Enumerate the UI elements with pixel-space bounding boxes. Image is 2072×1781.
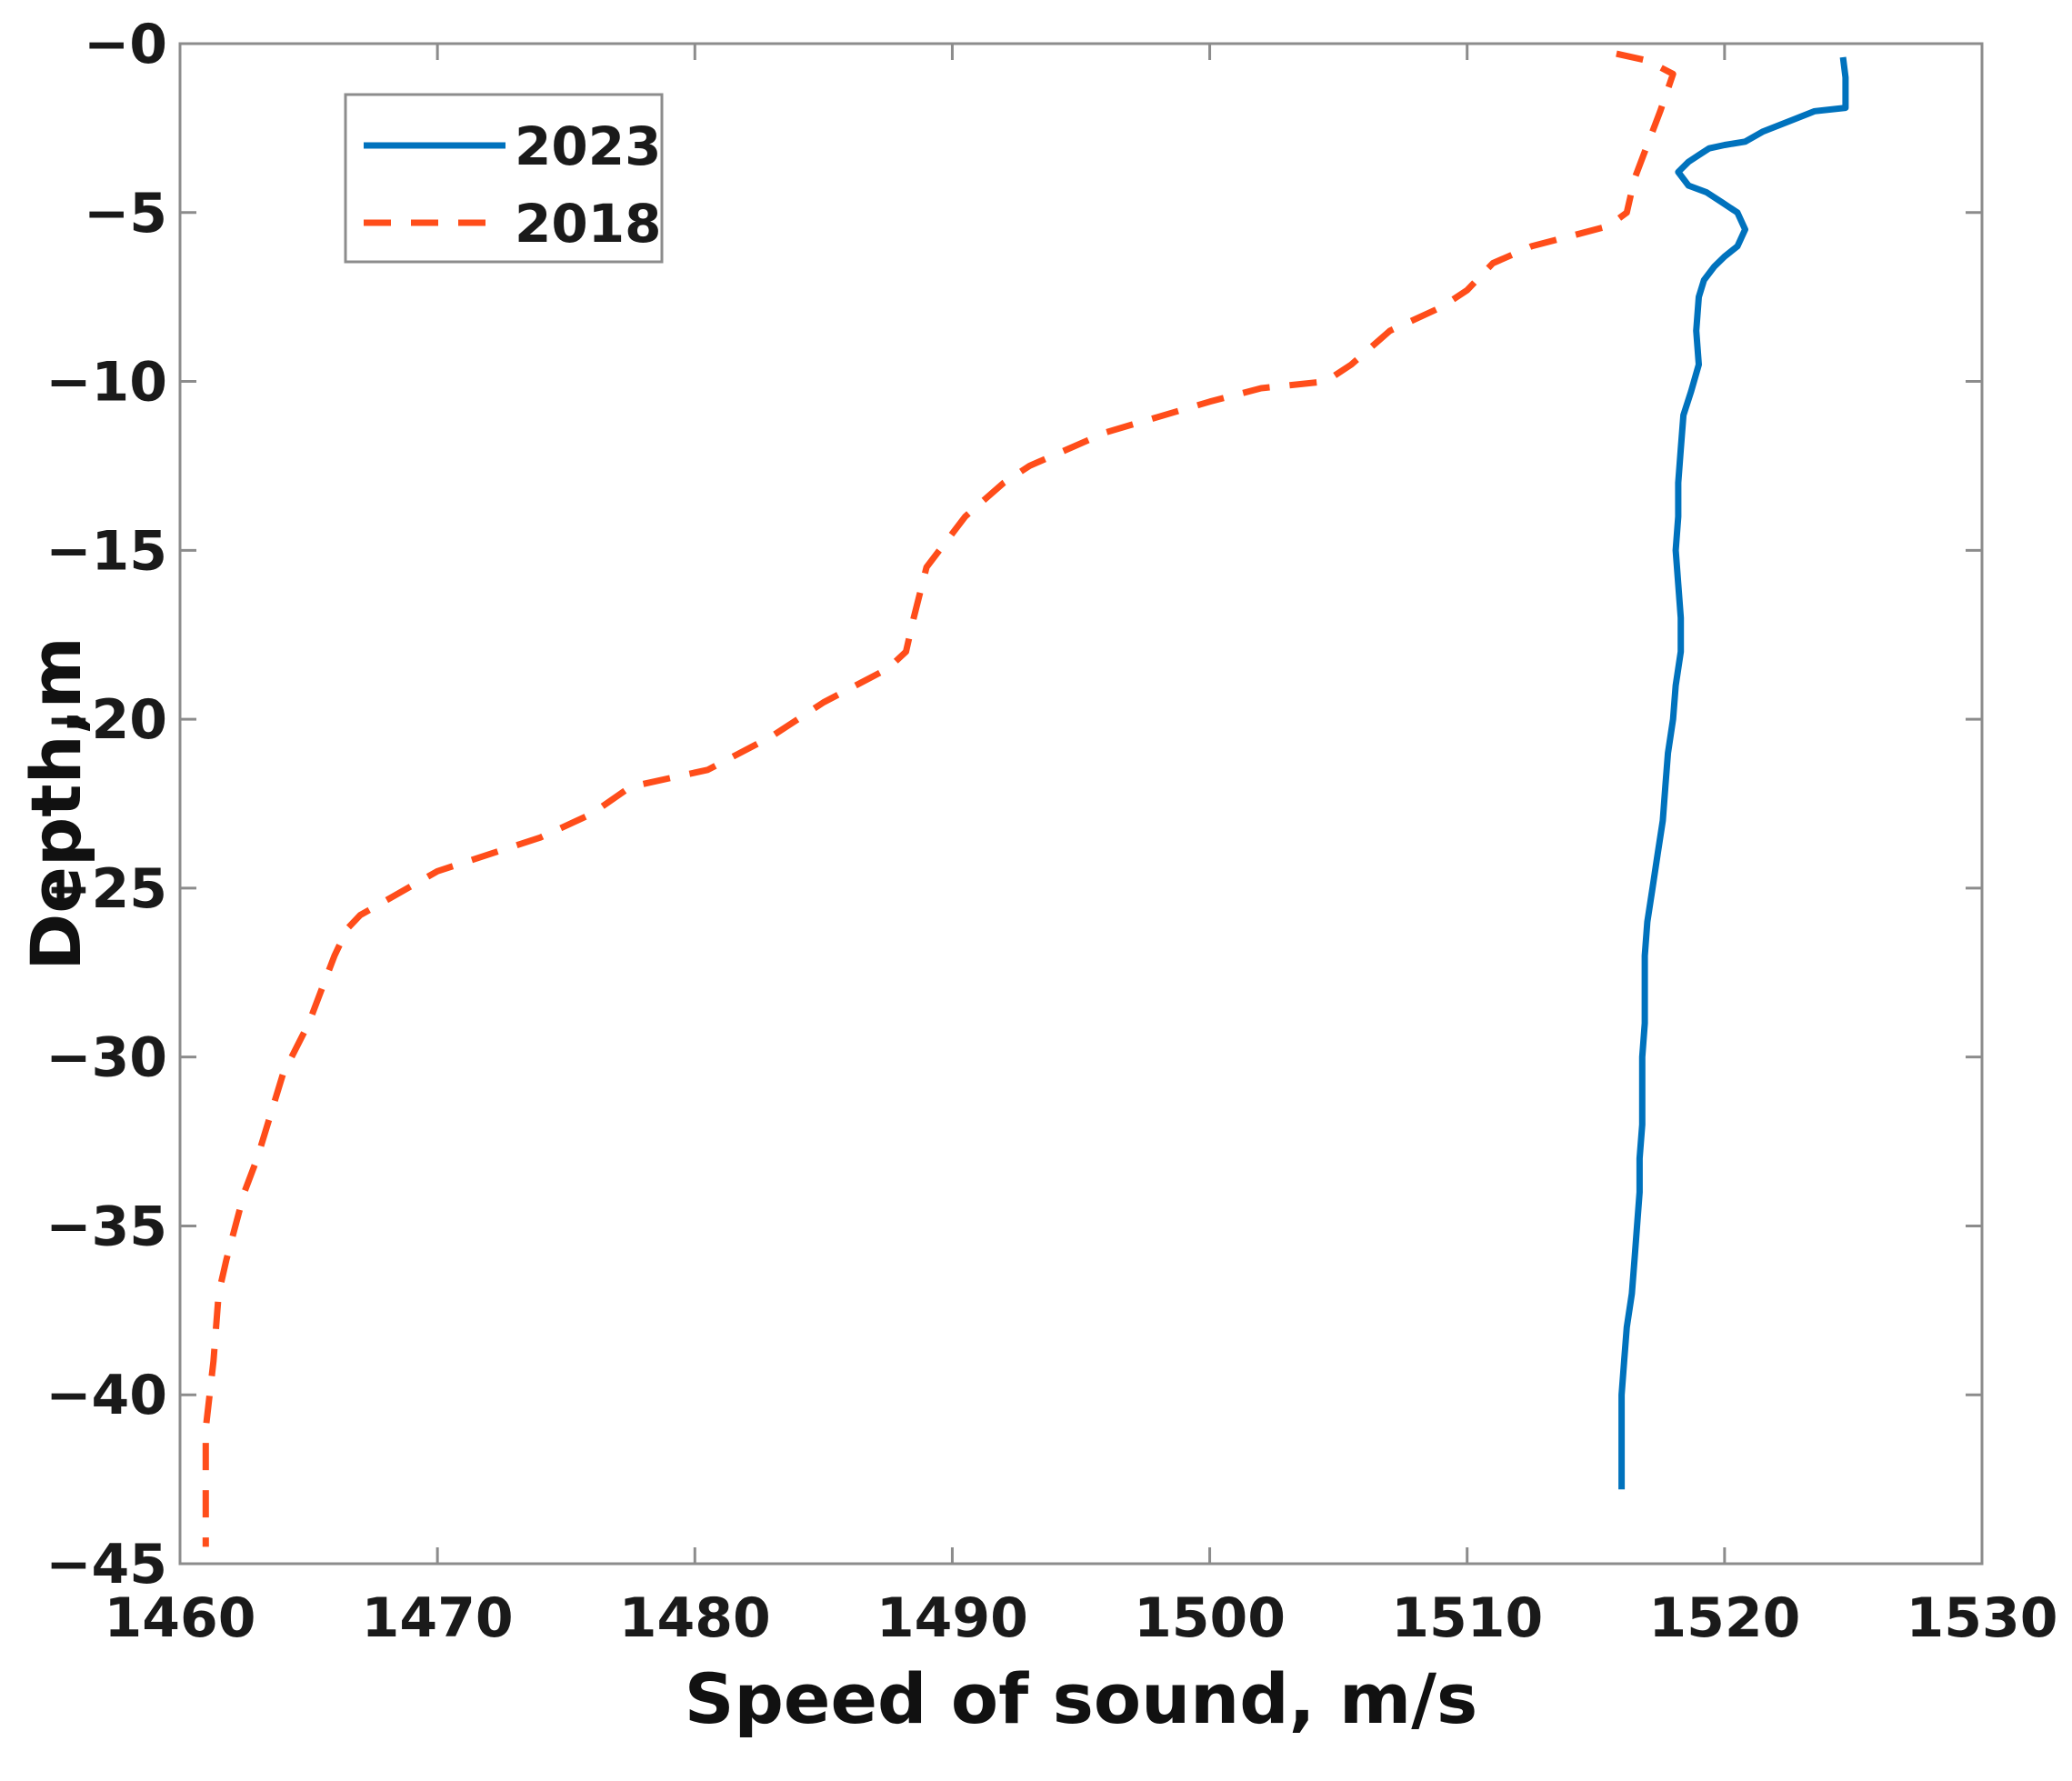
y-axis-title: Depth,m [15,636,96,971]
y-tick-label: −15 [45,519,167,583]
x-tick-label: 1470 [362,1586,514,1650]
y-tick-label: −25 [45,857,167,921]
plot-area-frame [178,42,1984,1566]
x-tick-label: 1520 [1648,1586,1800,1650]
y-tick-label: −35 [45,1195,167,1258]
y-tick-label: −10 [45,351,167,415]
series-line-2023 [1618,56,1849,1490]
series-line-2018 [202,50,1677,1547]
legend: 2023 2018 [344,93,664,264]
x-tick-label: 1490 [876,1586,1028,1650]
y-tick-label: −20 [45,688,167,752]
legend-label-2018: 2018 [515,193,661,255]
x-tick-label: 1530 [1907,1586,2058,1650]
y-tick-label: −30 [45,1026,167,1090]
x-tick-label: 1510 [1391,1586,1543,1650]
axis-ticks: 1460 1470 1480 1490 1500 1510 1520 1530 −0 −5 −10 −… [45,13,2057,1650]
x-axis-title: Speed of sound, m/s [685,1658,1477,1739]
x-tick-label: 1500 [1134,1586,1286,1650]
y-tick-label: −0 [84,13,167,76]
series-lines [202,50,1849,1547]
legend-label-2023: 2023 [515,115,661,177]
y-tick-label: −5 [84,182,167,245]
legend-box [344,93,664,264]
x-tick-label: 1460 [105,1586,256,1650]
y-tick-label: −40 [45,1364,167,1427]
y-tick-label: −45 [45,1533,167,1596]
x-tick-label: 1480 [619,1586,771,1650]
